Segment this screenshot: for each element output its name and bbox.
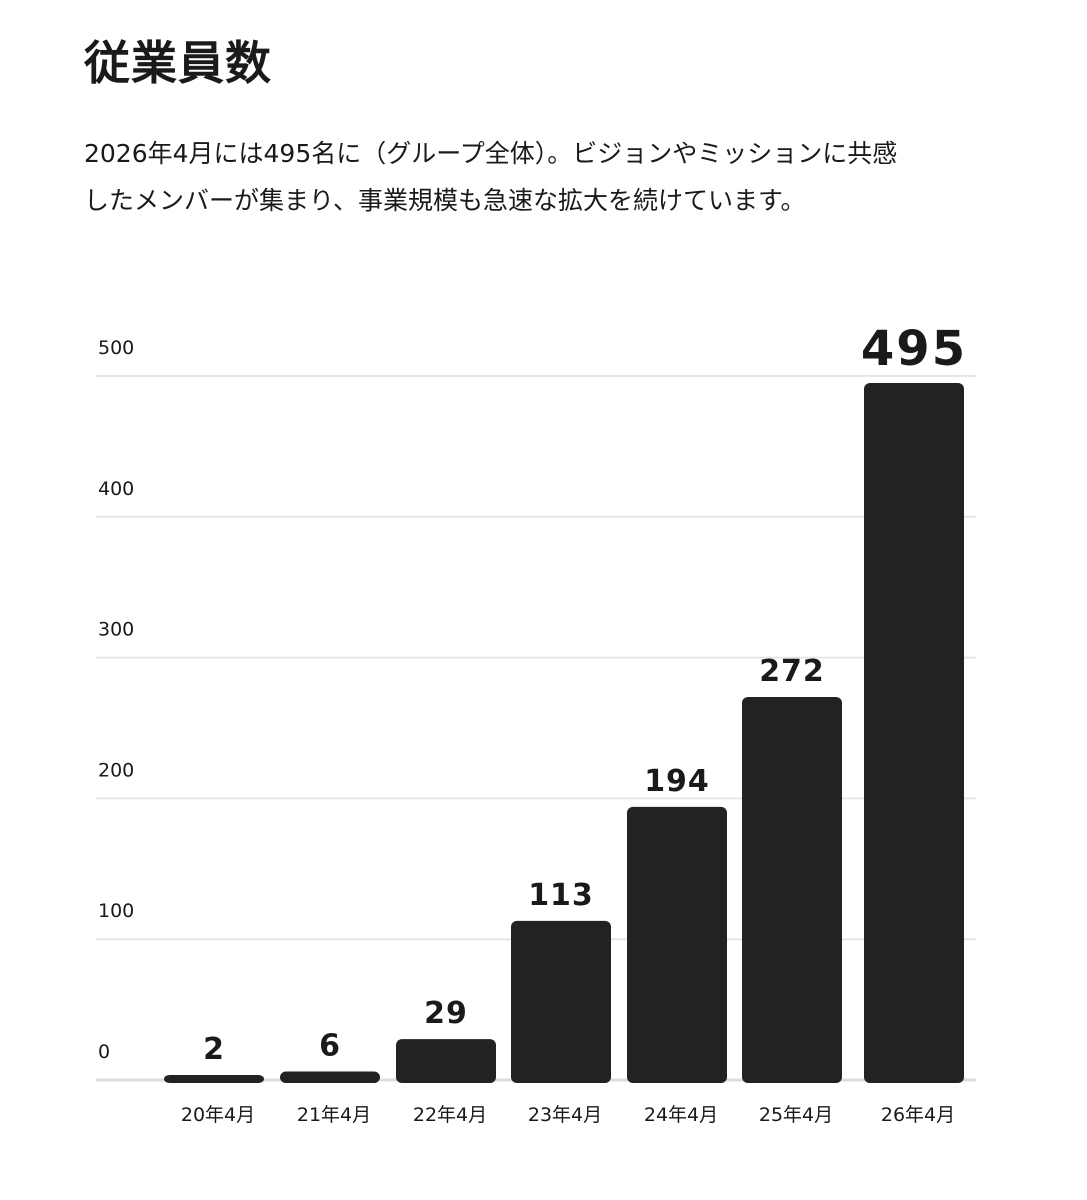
bar-21年4月	[280, 1071, 380, 1083]
bars	[164, 383, 964, 1083]
data-label-26年4月: 495	[861, 321, 967, 377]
x-tick-label: 22年4月	[413, 1104, 487, 1126]
y-tick-label: 500	[98, 337, 134, 359]
y-tick-label: 0	[98, 1041, 110, 1063]
bar-20年4月	[164, 1075, 264, 1083]
x-axis-ticks: 20年4月 21年4月 22年4月 23年4月 24年4月 25年4月 26年4月	[181, 1104, 955, 1126]
y-axis-ticks: 0 100 200 300 400 500	[98, 337, 134, 1063]
x-tick-label: 25年4月	[759, 1104, 833, 1126]
x-tick-label: 24年4月	[644, 1104, 718, 1126]
data-label-22年4月: 29	[424, 996, 468, 1031]
bar-26年4月	[864, 383, 964, 1083]
bar-24年4月	[627, 806, 727, 1083]
bar-23年4月	[511, 920, 611, 1083]
data-label-23年4月: 113	[528, 878, 594, 913]
x-tick-label: 20年4月	[181, 1104, 255, 1126]
bar-22年4月	[396, 1039, 496, 1083]
data-label-25年4月: 272	[759, 654, 825, 689]
description-line-2: したメンバーが集まり、事業規模も急速な拡大を続けています。	[84, 186, 806, 215]
description: 2026年4月には495名に（グループ全体）。ビジョンやミッションに共感 したメ…	[84, 130, 1014, 224]
data-label-24年4月: 194	[644, 764, 710, 799]
x-tick-label: 26年4月	[881, 1104, 955, 1126]
y-tick-label: 400	[98, 478, 134, 500]
x-tick-label: 23年4月	[528, 1104, 602, 1126]
page-title: 従業員数	[84, 36, 272, 90]
y-tick-label: 200	[98, 759, 134, 781]
x-tick-label: 21年4月	[297, 1104, 371, 1126]
data-labels: 2 6 29 113 194 272 495	[203, 321, 967, 1067]
description-line-1: 2026年4月には495名に（グループ全体）。ビジョンやミッションに共感	[84, 139, 898, 168]
y-tick-label: 100	[98, 900, 134, 922]
bar-25年4月	[742, 697, 842, 1083]
data-label-20年4月: 2	[203, 1032, 225, 1067]
y-tick-label: 300	[98, 619, 134, 641]
data-label-21年4月: 6	[319, 1029, 341, 1064]
